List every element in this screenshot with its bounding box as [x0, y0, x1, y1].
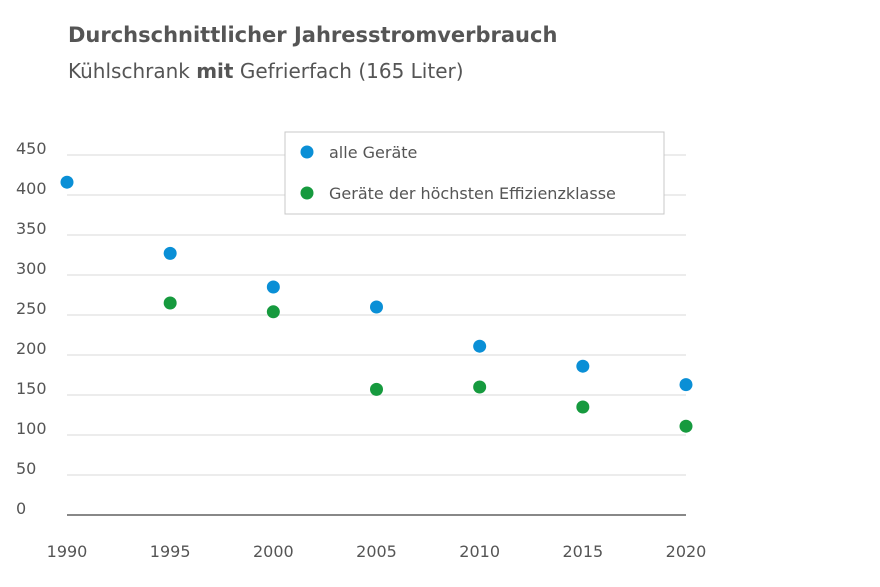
subtitle-part-1: Kühlschrank	[68, 59, 196, 83]
point-series0-1990	[60, 175, 74, 189]
y-tick-label-300: 300	[16, 259, 47, 278]
point-series0-2010	[473, 339, 487, 353]
x-tick-label-1995: 1995	[150, 542, 191, 561]
point-series1-2015	[576, 400, 590, 414]
x-tick-label-1990: 1990	[47, 542, 88, 561]
x-tick-label-2000: 2000	[253, 542, 294, 561]
y-tick-label-400: 400	[16, 179, 47, 198]
subtitle-part-2: Gefrierfach (165 Liter)	[233, 59, 463, 83]
chart-title: Durchschnittlicher Jahresstromverbrauch	[68, 23, 557, 47]
y-tick-label-200: 200	[16, 339, 47, 358]
legend-box	[284, 131, 665, 215]
y-tick-label-50: 50	[16, 459, 36, 478]
point-series1-1995	[163, 296, 177, 310]
y-tick-label-100: 100	[16, 419, 47, 438]
point-series1-2005	[370, 382, 383, 396]
y-tick-label-250: 250	[16, 299, 47, 318]
x-tick-label-2010: 2010	[459, 542, 500, 561]
data-points	[60, 175, 693, 433]
point-series0-2020	[679, 378, 693, 392]
y-tick-label-0: 0	[16, 499, 26, 518]
point-series1-2000	[266, 305, 280, 319]
y-tick-label-350: 350	[16, 219, 47, 238]
y-axis-ticks: 0 50 100 150 200 250 300 350 400 450	[16, 139, 47, 518]
point-series0-2000	[266, 280, 280, 294]
chart-subtitle: Kühlschrank mit Gefrierfach (165 Liter)	[68, 59, 464, 83]
point-series0-2005	[370, 300, 383, 314]
point-series0-2015	[576, 359, 590, 373]
point-series0-1995	[163, 246, 177, 260]
subtitle-bold: mit	[196, 59, 234, 83]
legend-label-effizienzklasse: Geräte der höchsten Effizienzklasse	[329, 184, 616, 203]
point-series1-2020	[679, 419, 693, 433]
legend-label-alle-geraete: alle Geräte	[329, 143, 417, 162]
y-tick-label-450: 450	[16, 139, 47, 158]
x-tick-label-2020: 2020	[666, 542, 707, 561]
x-tick-label-2005: 2005	[356, 542, 397, 561]
legend-marker-alle-geraete	[300, 145, 314, 159]
x-axis-ticks: 1990 1995 2000 2005 2010 2015 2020	[47, 542, 707, 561]
legend: alle Geräte Geräte der höchsten Effizien…	[284, 131, 665, 215]
x-tick-label-2015: 2015	[562, 542, 603, 561]
point-series1-2010	[473, 380, 487, 394]
y-tick-label-150: 150	[16, 379, 47, 398]
legend-marker-effizienzklasse	[300, 186, 314, 200]
